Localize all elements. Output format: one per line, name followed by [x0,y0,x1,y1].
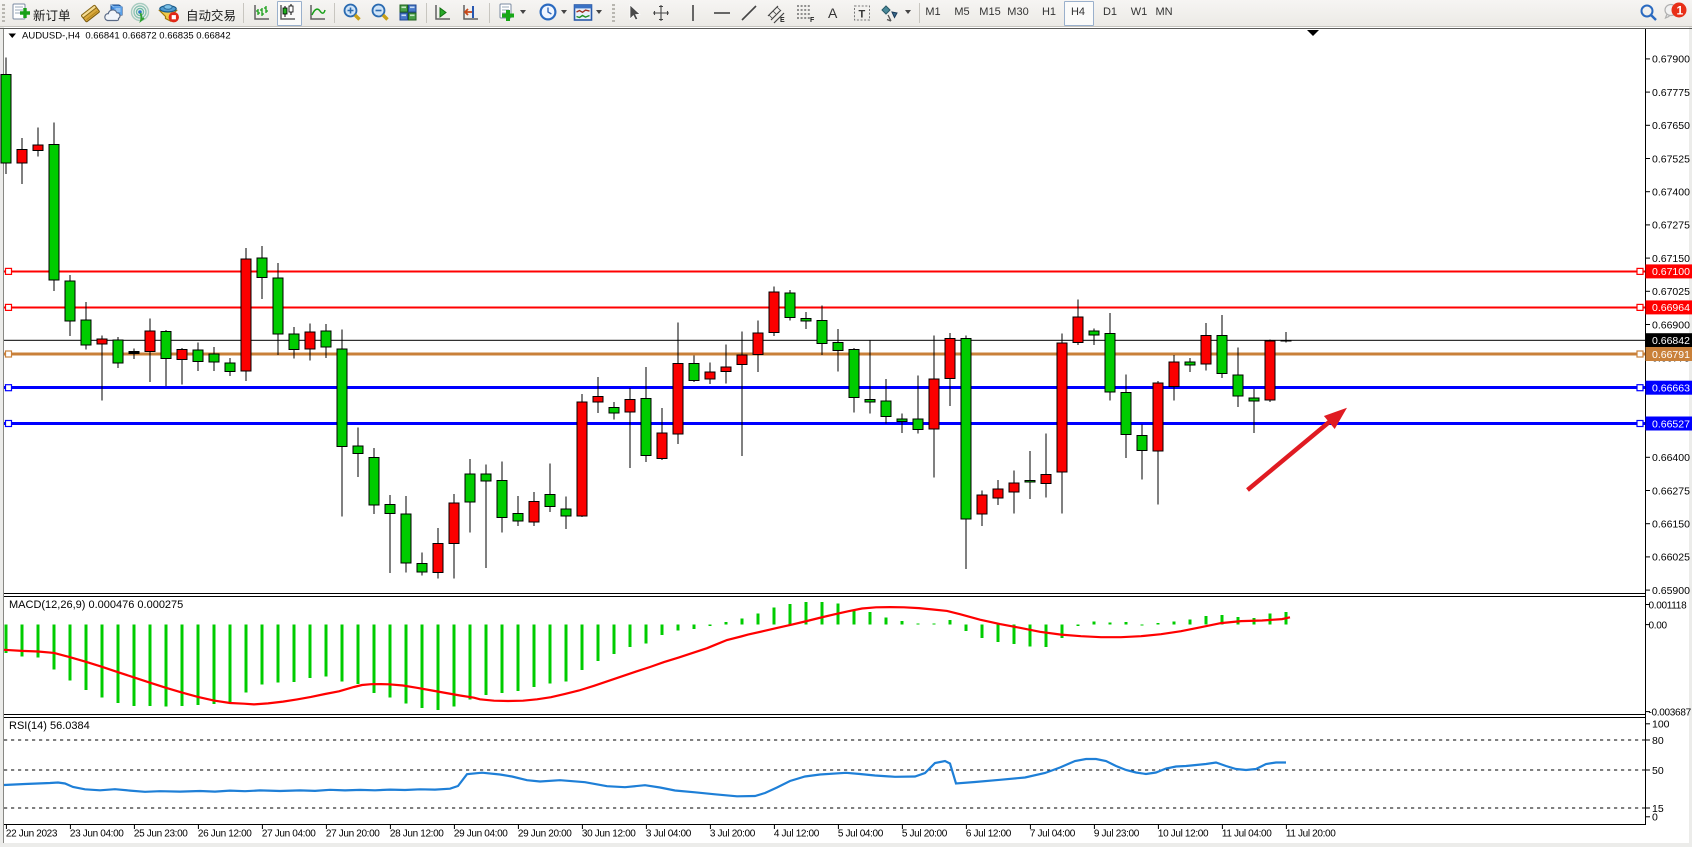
svg-text:4 Jul 12:00: 4 Jul 12:00 [774,829,820,840]
svg-text:AUDUSD-,H4 0.66841 0.66872 0.: AUDUSD-,H4 0.66841 0.66872 0.66835 0.668… [22,31,231,42]
svg-text:23 Jun 04:00: 23 Jun 04:00 [70,829,124,840]
svg-text:5 Jul 04:00: 5 Jul 04:00 [838,829,884,840]
svg-text:0.66400: 0.66400 [1652,452,1690,464]
svg-text:0.67775: 0.67775 [1652,87,1690,99]
svg-text:T: T [859,9,866,21]
svg-text:0.67275: 0.67275 [1652,220,1690,232]
svg-text:0.67100: 0.67100 [1652,266,1690,278]
svg-text:0.67025: 0.67025 [1652,286,1690,298]
svg-text:0.66025: 0.66025 [1652,552,1690,564]
svg-text:11 Jul 20:00: 11 Jul 20:00 [1286,829,1336,840]
svg-text:F: F [810,17,815,24]
svg-text:A: A [828,5,838,21]
svg-text:0.66842: 0.66842 [1652,335,1690,347]
svg-text:0.66900: 0.66900 [1652,319,1690,331]
svg-text:29 Jun 20:00: 29 Jun 20:00 [518,829,572,840]
svg-text:7 Jul 04:00: 7 Jul 04:00 [1030,829,1076,840]
svg-text:6 Jul 12:00: 6 Jul 12:00 [966,829,1012,840]
svg-text:0.67900: 0.67900 [1652,54,1690,66]
svg-text:29 Jun 04:00: 29 Jun 04:00 [454,829,508,840]
svg-text:0: 0 [1652,812,1658,824]
svg-text:0.66964: 0.66964 [1652,302,1690,314]
svg-text:50: 50 [1652,765,1664,777]
svg-text:28 Jun 12:00: 28 Jun 12:00 [390,829,444,840]
svg-text:10 Jul 12:00: 10 Jul 12:00 [1158,829,1209,840]
svg-text:0.67400: 0.67400 [1652,187,1690,199]
svg-text:25 Jun 23:00: 25 Jun 23:00 [134,829,188,840]
svg-text:22 Jun 2023: 22 Jun 2023 [6,829,58,840]
svg-text:0.66791: 0.66791 [1652,349,1690,361]
svg-text:26 Jun 12:00: 26 Jun 12:00 [198,829,252,840]
svg-text:9 Jul 23:00: 9 Jul 23:00 [1094,829,1140,840]
svg-text:MACD(12,26,9) 0.000476 0.00027: MACD(12,26,9) 0.000476 0.000275 [9,599,183,611]
svg-text:0.67525: 0.67525 [1652,153,1690,165]
svg-text:15: 15 [1652,803,1664,815]
svg-text:80: 80 [1652,735,1664,747]
svg-text:0.66275: 0.66275 [1652,485,1690,497]
svg-text:0.67650: 0.67650 [1652,120,1690,132]
svg-text:5 Jul 20:00: 5 Jul 20:00 [902,829,948,840]
svg-text:0.66527: 0.66527 [1652,418,1690,430]
svg-text:30 Jun 12:00: 30 Jun 12:00 [582,829,636,840]
svg-text:0.66150: 0.66150 [1652,519,1690,531]
svg-text:0.00: 0.00 [1649,620,1668,631]
svg-text:E: E [780,17,785,24]
svg-text:RSI(14) 56.0384: RSI(14) 56.0384 [9,720,90,732]
svg-text:27 Jun 04:00: 27 Jun 04:00 [262,829,316,840]
svg-text:3 Jul 04:00: 3 Jul 04:00 [646,829,692,840]
svg-text:-0.003687: -0.003687 [1649,707,1692,718]
svg-text:0.67150: 0.67150 [1652,253,1690,265]
svg-text:0.66663: 0.66663 [1652,383,1690,395]
svg-text:0.65900: 0.65900 [1652,585,1690,597]
svg-text:1: 1 [1677,4,1684,18]
svg-text:0.001118: 0.001118 [1649,600,1688,611]
svg-text:11 Jul 04:00: 11 Jul 04:00 [1222,829,1272,840]
svg-text:3 Jul 20:00: 3 Jul 20:00 [710,829,756,840]
svg-text:100: 100 [1652,719,1670,731]
svg-text:27 Jun 20:00: 27 Jun 20:00 [326,829,380,840]
